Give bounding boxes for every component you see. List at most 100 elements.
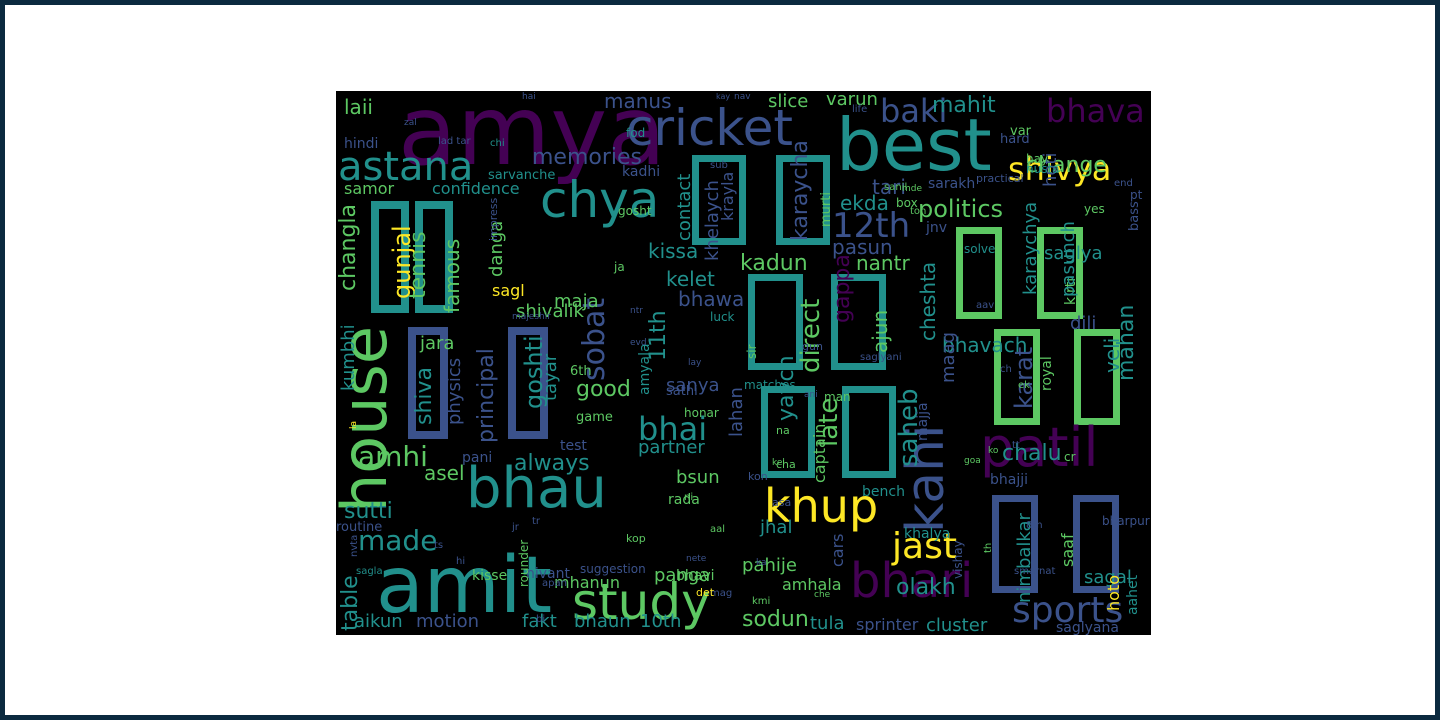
cloud-word: chya <box>540 171 660 229</box>
cloud-word: gosht <box>618 204 652 218</box>
cloud-word: jhal <box>760 517 793 538</box>
cloud-word: game <box>576 410 613 425</box>
cloud-word: principal <box>474 348 499 443</box>
cloud-word: ka <box>756 558 767 568</box>
cloud-word: mahit <box>932 93 996 118</box>
glyph-box <box>776 155 830 245</box>
cloud-word: saglya <box>1044 243 1103 264</box>
cloud-word: samor <box>344 179 395 198</box>
cloud-word: yes <box>1084 202 1105 216</box>
cloud-word: change <box>1026 153 1107 178</box>
glyph-box <box>831 274 886 370</box>
cloud-word: tari <box>872 175 906 199</box>
cloud-word: krayla <box>718 171 737 221</box>
cloud-word: bhavi <box>676 568 715 584</box>
cloud-word: pahije <box>742 555 797 576</box>
cloud-word: tayar <box>540 353 561 401</box>
cloud-word: ni <box>684 492 694 503</box>
cloud-word: sub <box>710 160 728 171</box>
cloud-word: kadun <box>740 251 808 276</box>
word-cloud: amya best cricket astana chya house bhau amit st… <box>336 91 1151 635</box>
cloud-word: royal <box>1039 356 1055 391</box>
cloud-word: khup <box>764 479 879 533</box>
cloud-word: bhai <box>638 410 708 448</box>
cloud-word: sodun <box>742 607 809 632</box>
cloud-word: memories <box>532 145 643 170</box>
cloud-word: saglyana <box>1056 620 1119 635</box>
glyph-box <box>994 329 1040 425</box>
cloud-word: bsun <box>676 467 720 488</box>
cloud-word: 12th <box>832 206 911 246</box>
cloud-word: ntr <box>630 306 643 316</box>
cloud-word: sir <box>745 344 759 359</box>
cloud-word: kadhi <box>622 164 661 180</box>
cloud-word: cricket <box>626 99 793 157</box>
cloud-word: jast <box>892 526 957 567</box>
cloud-word: motion <box>416 611 480 632</box>
cloud-word: jr <box>512 522 519 533</box>
cloud-word: sutti <box>344 499 393 524</box>
cloud-word: bhava <box>1046 92 1145 130</box>
cloud-word: physics <box>444 357 465 425</box>
cloud-word: aav <box>976 300 995 311</box>
cloud-word: kumbhi <box>338 324 359 391</box>
cloud-word: fakt <box>522 611 557 632</box>
cloud-word: test <box>560 438 587 454</box>
cloud-word: evd <box>630 338 647 348</box>
cloud-word: varun <box>826 91 878 110</box>
cloud-word: impress <box>487 197 500 241</box>
cloud-word: aahet <box>1125 574 1141 615</box>
cloud-word: khalya <box>904 526 951 542</box>
cloud-word: dili <box>1070 313 1097 334</box>
cloud-word: nete <box>686 554 707 564</box>
cloud-word: luck <box>710 310 735 324</box>
cloud-word: kop <box>626 532 646 545</box>
cloud-word: aal <box>710 524 726 535</box>
cloud-word: politics <box>918 195 1004 223</box>
cloud-word: made <box>358 524 438 557</box>
cloud-word: sathi <box>666 384 698 399</box>
cloud-word: sanil <box>884 182 908 193</box>
cloud-word: contact <box>674 173 695 241</box>
cloud-word: asel <box>424 461 465 485</box>
cloud-word: che <box>814 590 831 600</box>
cloud-word: bhajji <box>990 472 1029 488</box>
cloud-word: hay <box>1026 152 1049 166</box>
cloud-word: sports <box>1012 590 1124 631</box>
cloud-word: sprinter <box>856 615 919 634</box>
cloud-word: bhau <box>466 456 607 521</box>
cloud-word: always <box>514 451 590 476</box>
cloud-word: apan <box>542 578 567 589</box>
cloud-word: amit <box>376 541 553 631</box>
cloud-word: cheshta <box>916 261 940 341</box>
cloud-word: hai <box>522 92 536 102</box>
cloud-word: mag <box>710 588 733 599</box>
cloud-word: man <box>824 390 851 404</box>
cloud-word: matches <box>744 378 796 392</box>
cloud-word: bass <box>1127 201 1142 231</box>
cloud-word: routine <box>336 520 383 535</box>
cloud-word: cr <box>1064 450 1076 464</box>
cloud-word: 10th <box>640 611 682 632</box>
cloud-word: zal <box>404 118 417 128</box>
glyph-box <box>992 495 1038 593</box>
cloud-word: maag <box>938 331 959 383</box>
cloud-word: var <box>1010 124 1032 139</box>
cloud-word: det <box>696 586 715 599</box>
cloud-word: la <box>349 420 359 429</box>
cloud-word: pasun <box>832 235 893 259</box>
cloud-word: lay <box>688 358 702 368</box>
cloud-word: chalu <box>1002 441 1062 466</box>
glyph-box <box>1037 227 1083 319</box>
glyph-box <box>842 386 896 478</box>
cloud-word: bhari <box>850 553 974 609</box>
glyph-box <box>956 227 1002 319</box>
cloud-word: cha <box>776 458 796 471</box>
cloud-word: best <box>836 103 992 187</box>
cloud-word: hoto <box>1104 575 1123 611</box>
cloud-word: maja <box>554 291 599 312</box>
cloud-word: honar <box>684 406 719 420</box>
cloud-word: bharpur <box>1102 514 1150 528</box>
cloud-word: pani <box>462 450 493 466</box>
